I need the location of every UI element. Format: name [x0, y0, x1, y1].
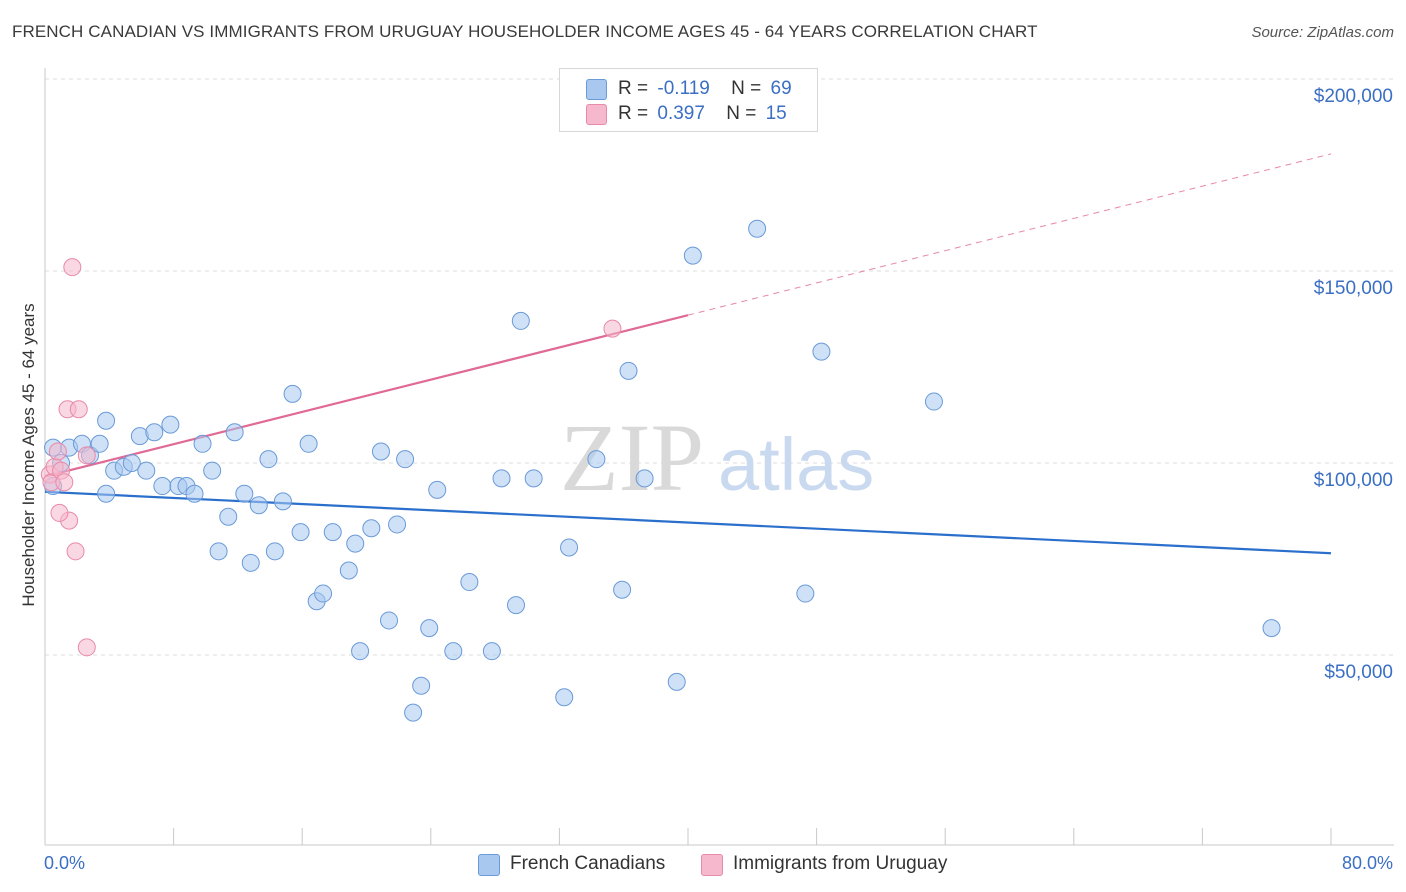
point-french-canadians [97, 411, 116, 430]
point-uruguay [69, 400, 88, 419]
stats-legend: R = -0.119 N = 69 R = 0.397 N = 15 [559, 68, 818, 132]
point-french-canadians [265, 542, 284, 561]
legend-r-value: -0.119 [657, 78, 710, 99]
point-french-canadians [613, 580, 632, 599]
point-french-canadians [90, 434, 109, 453]
point-french-canadians [185, 484, 204, 503]
point-french-canadians [560, 538, 579, 557]
point-french-canadians [314, 584, 333, 603]
point-french-canadians [145, 423, 164, 442]
point-french-canadians [428, 480, 447, 499]
point-french-canadians [683, 246, 702, 265]
point-uruguay [63, 258, 82, 277]
point-uruguay [77, 638, 96, 657]
y-axis-label: Householder Income Ages 45 - 64 years [19, 303, 38, 606]
chart-title: FRENCH CANADIAN VS IMMIGRANTS FROM URUGU… [12, 22, 1038, 41]
point-uruguay [50, 503, 69, 522]
point-french-canadians [371, 442, 390, 461]
point-french-canadians [161, 415, 180, 434]
point-french-canadians [587, 450, 606, 469]
watermark-zip: ZIP [560, 404, 704, 511]
point-french-canadians [241, 553, 260, 572]
point-french-canadians [137, 461, 156, 480]
point-french-canadians [122, 454, 141, 472]
point-french-canadians [299, 434, 318, 453]
bottom-legend-swatch-pink [701, 854, 723, 876]
point-french-canadians [748, 219, 767, 238]
trend-line-dashed-1 [687, 153, 1332, 316]
point-uruguay [48, 442, 67, 461]
point-french-canadians [259, 450, 278, 469]
y-tick-label: $200,000 [1314, 86, 1393, 107]
point-french-canadians [924, 392, 943, 411]
legend-n-label: N = [731, 78, 762, 99]
point-french-canadians [412, 676, 431, 695]
point-french-canadians [619, 361, 638, 380]
data-points [40, 219, 1281, 722]
point-french-canadians [1262, 619, 1281, 638]
point-uruguay [66, 542, 85, 561]
point-french-canadians [283, 384, 302, 403]
axes [44, 68, 1394, 846]
point-french-canadians [555, 688, 574, 707]
point-french-canadians [97, 484, 116, 503]
bottom-legend-swatch-blue [478, 854, 500, 876]
watermark-atlas: atlas [718, 423, 874, 506]
legend-n-value: 15 [765, 103, 787, 124]
point-french-canadians [388, 515, 407, 534]
point-french-canadians [209, 542, 228, 561]
trend-line-solid-1 [44, 314, 689, 478]
legend-r-label: R = [618, 103, 649, 124]
point-french-canadians [219, 507, 238, 526]
point-french-canadians [460, 573, 479, 592]
x-tick-label: 0.0% [44, 853, 85, 873]
point-uruguay [77, 446, 96, 465]
source-credit: Source: ZipAtlas.com [1251, 24, 1394, 41]
point-french-canadians [667, 672, 686, 691]
y-tick-label: $50,000 [1324, 662, 1393, 683]
point-french-canadians [153, 477, 172, 496]
point-french-canadians [420, 619, 439, 638]
point-uruguay [55, 473, 74, 492]
point-french-canadians [511, 311, 530, 330]
legend-r-label: R = [618, 78, 649, 99]
point-uruguay [603, 319, 622, 338]
point-french-canadians [346, 534, 365, 553]
point-french-canadians [396, 450, 415, 469]
point-french-canadians [235, 484, 254, 503]
point-french-canadians [635, 469, 654, 488]
point-french-canadians [444, 642, 463, 661]
legend-n-label: N = [726, 103, 757, 124]
legend-r-value: 0.397 [657, 103, 705, 124]
point-french-canadians [812, 342, 831, 361]
point-french-canadians [339, 561, 358, 580]
point-french-canadians [380, 611, 399, 630]
point-french-canadians [291, 523, 310, 542]
point-french-canadians [323, 523, 342, 542]
point-french-canadians [273, 492, 292, 511]
legend-swatch-blue [586, 79, 607, 100]
legend-n-value: 69 [770, 78, 792, 99]
point-french-canadians [482, 642, 501, 661]
point-french-canadians [362, 519, 381, 538]
x-tick-label: 80.0% [1342, 853, 1393, 873]
point-french-canadians [506, 596, 525, 615]
point-french-canadians [492, 469, 511, 488]
bottom-legend-label: Immigrants from Uruguay [733, 853, 948, 874]
point-french-canadians [796, 584, 815, 603]
tick-labels: $50,000 $100,000 $150,000 $200,000 0.0% 80.0% [44, 86, 1393, 873]
point-french-canadians [404, 703, 423, 722]
bottom-legend-label: French Canadians [510, 853, 666, 874]
point-french-canadians [203, 461, 222, 480]
point-french-canadians [193, 434, 212, 453]
point-french-canadians [524, 469, 543, 488]
y-tick-label: $100,000 [1314, 470, 1393, 491]
point-french-canadians [351, 642, 370, 661]
legend-swatch-pink [586, 104, 607, 125]
y-tick-label: $150,000 [1314, 278, 1393, 299]
point-french-canadians [249, 496, 268, 515]
point-french-canadians [225, 423, 244, 442]
